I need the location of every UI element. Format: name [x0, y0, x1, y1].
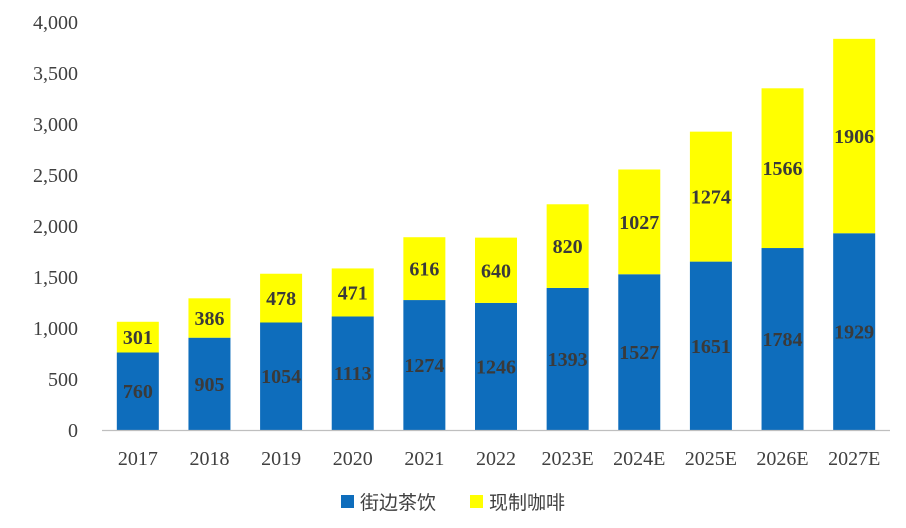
- y-tick-label: 2,000: [33, 216, 78, 238]
- y-tick-label: 2,500: [33, 165, 78, 187]
- data-label-2021-series-1: 616: [409, 259, 439, 281]
- data-label-2018-series-0: 905: [194, 374, 224, 396]
- data-label-2019-series-0: 1054: [261, 366, 301, 388]
- bar-2024E-series-0: [618, 274, 661, 430]
- x-tick-label: 2019: [261, 448, 301, 470]
- y-tick-label: 3,500: [33, 63, 78, 85]
- x-tick-label: 2022: [476, 448, 516, 470]
- legend-item-series-1: 现制咖啡: [470, 488, 565, 515]
- y-tick-label: 1,000: [33, 318, 78, 340]
- bar-2026E-series-0: [761, 248, 804, 430]
- data-label-2022-series-0: 1246: [476, 356, 516, 378]
- data-label-2027E-series-0: 1929: [834, 322, 874, 344]
- bar-2017-series-0: [116, 352, 159, 430]
- data-label-2023E-series-0: 1393: [548, 349, 588, 371]
- legend-item-series-0: 街边茶饮: [340, 488, 436, 515]
- data-label-2024E-series-1: 1027: [619, 212, 659, 234]
- data-label-2017-series-1: 301: [123, 327, 153, 349]
- data-label-2024E-series-0: 1527: [619, 342, 659, 364]
- bar-2025E-series-1: [689, 131, 732, 262]
- bar-2018-series-0: [188, 337, 231, 430]
- bar-2021-series-1: [403, 237, 446, 301]
- data-label-2023E-series-1: 820: [553, 236, 583, 258]
- bar-2023E-series-1: [546, 204, 589, 288]
- x-tick-label: 2026E: [756, 448, 808, 470]
- bar-2023E-series-0: [546, 287, 589, 430]
- x-tick-label: 2025E: [685, 448, 737, 470]
- legend-swatch-series-0: [340, 495, 354, 508]
- data-label-2025E-series-1: 1274: [691, 187, 731, 209]
- data-label-2020-series-0: 1113: [334, 363, 372, 385]
- data-label-2026E-series-0: 1784: [763, 329, 803, 351]
- data-label-2020-series-1: 471: [338, 282, 368, 304]
- legend-swatch-series-1: [470, 495, 483, 508]
- data-label-2019-series-1: 478: [266, 288, 296, 310]
- x-tick-label: 2024E: [613, 448, 665, 470]
- x-axis: 2017 2018 2019 2020 2021 2022 2023E 2024E 2025E 2…: [102, 429, 890, 470]
- bar-2021-series-0: [403, 300, 446, 430]
- y-tick-label: 1,500: [33, 267, 78, 289]
- x-tick-label: 2020: [333, 448, 373, 470]
- bars: [116, 38, 876, 430]
- bar-2019-series-1: [260, 273, 303, 323]
- y-axis: 0 500 1,000 1,500 2,000 2,500 3,000 3,500 4,000: [33, 12, 78, 442]
- bar-2022-series-0: [475, 302, 517, 430]
- bar-2019-series-0: [260, 322, 303, 430]
- y-tick-label: 0: [68, 420, 78, 442]
- y-tick-label: 4,000: [33, 12, 78, 34]
- data-label-2022-series-1: 640: [481, 260, 511, 282]
- bar-2022-series-1: [475, 237, 517, 303]
- x-tick-label: 2021: [404, 448, 444, 470]
- bar-2027E-series-0: [833, 233, 876, 430]
- bar-2025E-series-0: [689, 261, 732, 430]
- bar-2020-series-0: [331, 316, 374, 430]
- bar-2017-series-1: [116, 321, 159, 353]
- data-label-2025E-series-0: 1651: [691, 336, 731, 358]
- bar-2024E-series-1: [618, 169, 661, 275]
- legend-label-series-0: 街边茶饮: [359, 492, 436, 514]
- data-label-2026E-series-1: 1566: [763, 158, 803, 180]
- bar-2026E-series-1: [761, 88, 804, 249]
- x-tick-label: 2023E: [542, 448, 594, 470]
- bar-2027E-series-1: [833, 38, 876, 234]
- x-tick-label: 2027E: [828, 448, 880, 470]
- data-label-2018-series-1: 386: [194, 308, 224, 330]
- y-tick-label: 500: [48, 369, 78, 391]
- data-label-2017-series-0: 760: [123, 381, 153, 403]
- data-labels: 760 301 905 386 1054 478 1113 471 1274 616 1246 640…: [123, 126, 874, 403]
- bar-2020-series-1: [331, 268, 374, 317]
- x-tick-label: 2018: [189, 448, 229, 470]
- bar-2018-series-1: [188, 298, 231, 338]
- data-label-2021-series-0: 1274: [404, 355, 444, 377]
- y-tick-label: 3,000: [33, 114, 78, 136]
- x-tick-label: 2017: [118, 448, 158, 470]
- legend: 街边茶饮 现制咖啡: [0, 488, 906, 515]
- data-label-2027E-series-1: 1906: [834, 126, 874, 148]
- legend-label-series-1: 现制咖啡: [489, 492, 566, 514]
